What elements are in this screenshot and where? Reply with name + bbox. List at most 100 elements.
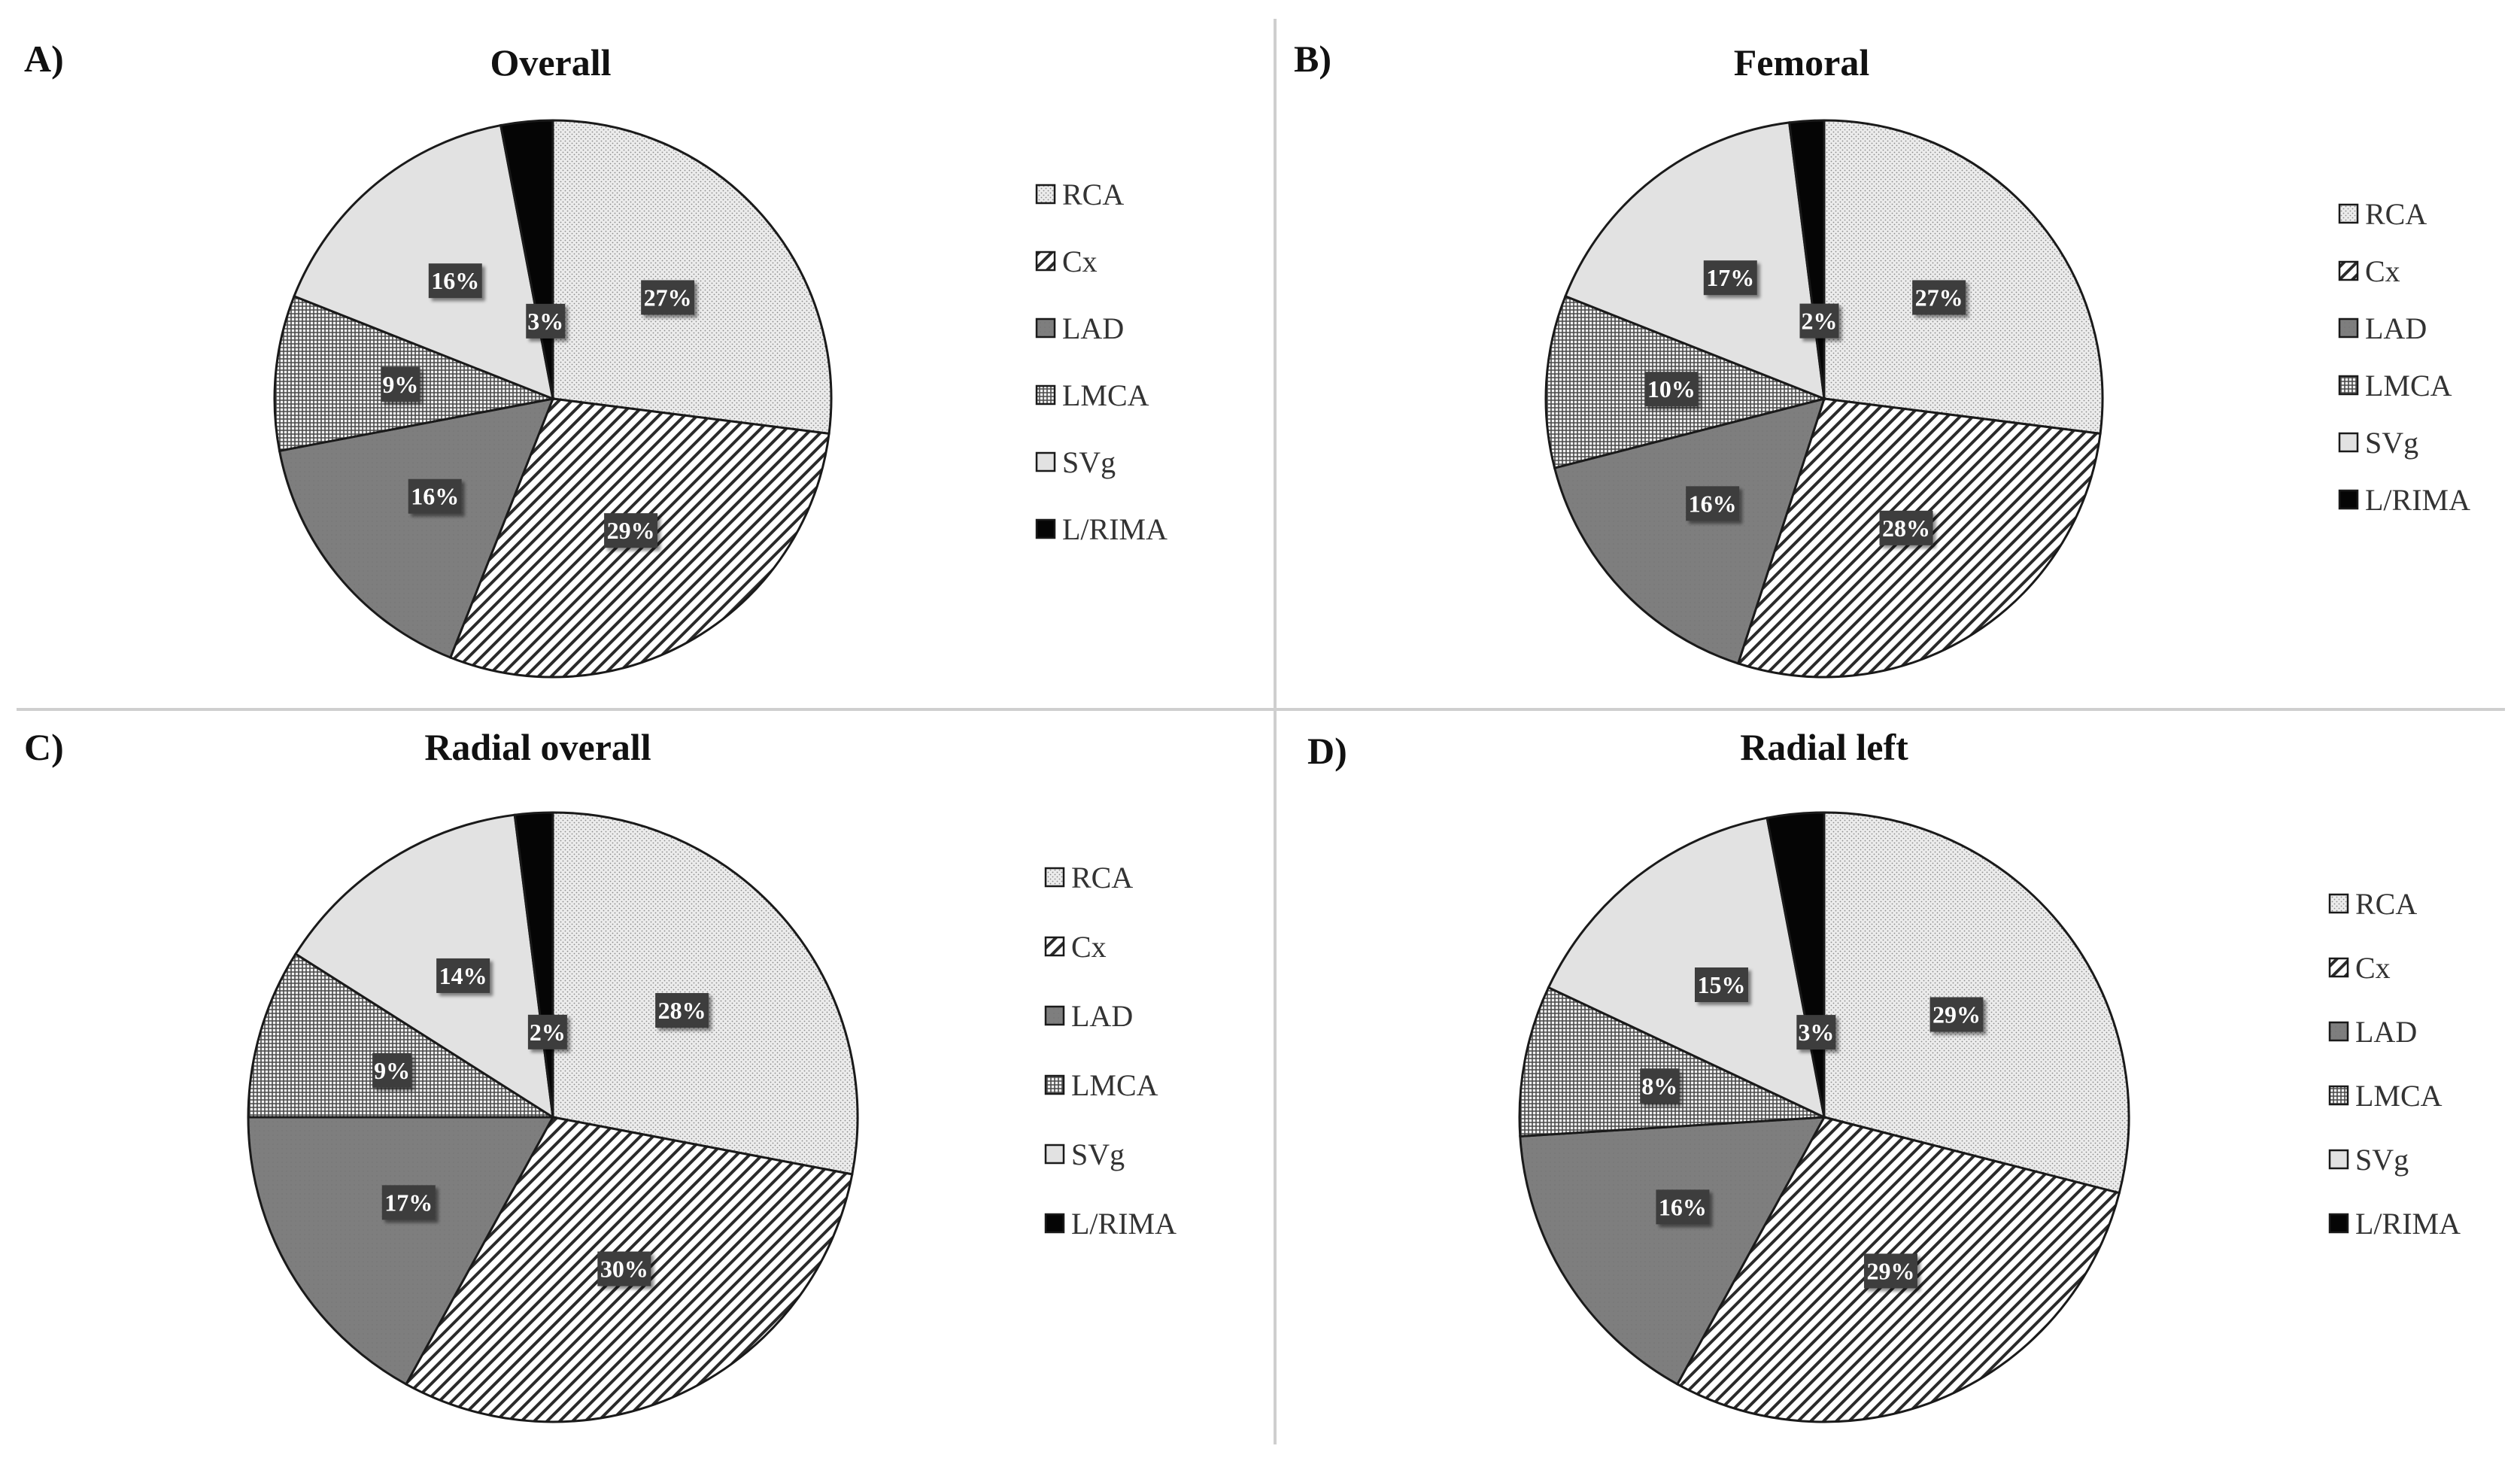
- data-label: 15%: [1697, 971, 1745, 998]
- chart-title: Radial overall: [424, 726, 651, 768]
- data-label-box: [436, 958, 490, 993]
- legend-label: LAD: [2365, 311, 2427, 345]
- legend-label: LAD: [2355, 1015, 2417, 1049]
- data-label: 29%: [1933, 1001, 1981, 1028]
- data-label: 16%: [431, 267, 479, 294]
- legend-swatch: [1044, 1144, 1065, 1165]
- legend-label: RCA: [1071, 861, 1133, 895]
- data-label: 28%: [1882, 515, 1930, 542]
- legend-label: L/RIMA: [1062, 512, 1167, 546]
- data-label-box: [597, 1251, 651, 1286]
- pie-slice: [1553, 396, 1826, 665]
- legend-swatch: [2328, 1149, 2349, 1170]
- data-label-box: [1879, 510, 1933, 545]
- chart-title: Femoral: [1734, 41, 1870, 84]
- pie-slice: [1547, 816, 1826, 1119]
- legend-swatch: [1035, 518, 1056, 539]
- legend-label: LMCA: [2365, 369, 2452, 402]
- data-label-box: [428, 263, 482, 299]
- panel-letter: A): [24, 38, 64, 80]
- data-label: 9%: [374, 1057, 410, 1084]
- legend-label: RCA: [2355, 887, 2417, 921]
- pie-slice: [293, 813, 554, 1119]
- data-label: 3%: [1798, 1019, 1834, 1046]
- legend-swatch: [2328, 957, 2349, 978]
- panel-letter: C): [24, 726, 64, 768]
- chart-title: Overall: [490, 41, 611, 84]
- data-label-box: [1912, 280, 1966, 315]
- data-label: 16%: [411, 483, 459, 510]
- data-label-box: [408, 478, 462, 514]
- data-label-box: [1799, 303, 1839, 339]
- panel-letter: B): [1294, 38, 1331, 80]
- data-label-box: [1686, 486, 1740, 521]
- legend-label: Cx: [2355, 951, 2391, 985]
- legend-swatch: [2328, 893, 2349, 914]
- legend-label: L/RIMA: [2365, 483, 2470, 517]
- data-label: 8%: [1641, 1072, 1677, 1099]
- pie-slice: [293, 123, 554, 401]
- data-label-box: [1796, 1015, 1836, 1050]
- data-label-box: [604, 513, 658, 548]
- data-label-box: [372, 1052, 412, 1088]
- data-label-box: [1863, 1253, 1917, 1289]
- data-label: 17%: [1706, 264, 1754, 291]
- pie-slice: [1564, 121, 1826, 401]
- pie-slice: [1519, 1116, 1826, 1386]
- data-label: 3%: [527, 308, 563, 335]
- data-label-box: [527, 1014, 567, 1049]
- legend-swatch: [1044, 1005, 1065, 1026]
- pie-slice: [247, 1116, 555, 1386]
- data-label-box: [1694, 967, 1748, 1002]
- data-label: 16%: [1659, 1193, 1707, 1220]
- legend-label: SVg: [2355, 1143, 2409, 1177]
- pie-panel: D) Radial left 29% 29% 16% 8% 15% 3% RCA Cx LAD LMC…: [1307, 726, 2461, 1423]
- data-label: 16%: [1689, 490, 1737, 517]
- data-label-box: [381, 1185, 436, 1220]
- pie-slice: [1823, 119, 2104, 436]
- data-label-box: [381, 366, 421, 402]
- chart-panels: A) Overall 27% 29% 16% 9% 16% 3% RCA Cx LAD LMCA SVg…: [24, 38, 2470, 1423]
- legend-swatch: [2338, 203, 2359, 224]
- legend-swatch: [1035, 384, 1056, 405]
- legend-label: Cx: [1062, 245, 1098, 278]
- data-label: 2%: [530, 1019, 566, 1046]
- pie-panel: B) Femoral 27% 28% 16% 10% 17% 2% RCA Cx LAD LMCA SV…: [1294, 38, 2470, 679]
- pie-panel: C) Radial overall 28% 30% 17% 9% 14% 2% RCA Cx LAD…: [24, 726, 1177, 1423]
- legend-label: SVg: [2365, 426, 2418, 460]
- data-label: 27%: [644, 284, 692, 311]
- pie-panel: A) Overall 27% 29% 16% 9% 16% 3% RCA Cx LAD LMCA SVg…: [24, 38, 1167, 679]
- legend-label: LMCA: [1071, 1068, 1158, 1102]
- legend-swatch: [2328, 1021, 2349, 1042]
- legend-label: LAD: [1062, 311, 1124, 345]
- data-label-box: [1656, 1189, 1710, 1225]
- data-label: 30%: [600, 1256, 648, 1283]
- data-label-box: [526, 303, 566, 339]
- legend-swatch: [1044, 867, 1065, 888]
- data-label-box: [1929, 997, 1984, 1032]
- legend-swatch: [1035, 251, 1056, 272]
- data-label: 14%: [439, 962, 487, 989]
- legend-swatch: [2338, 260, 2359, 281]
- data-label-box: [1640, 1068, 1680, 1104]
- legend-swatch: [1044, 1074, 1065, 1095]
- legend-label: LMCA: [2355, 1079, 2443, 1113]
- legend-label: L/RIMA: [2355, 1207, 2461, 1241]
- data-label-box: [641, 280, 695, 315]
- data-label-box: [1703, 260, 1757, 296]
- data-label: 10%: [1647, 375, 1696, 402]
- data-label: 27%: [1915, 284, 1963, 311]
- pie-slice: [278, 397, 555, 659]
- data-label-box: [1644, 372, 1699, 407]
- legend-swatch: [2328, 1213, 2349, 1234]
- legend-label: Cx: [1071, 930, 1107, 964]
- data-label: 17%: [384, 1189, 433, 1216]
- legend-label: Cx: [2365, 254, 2400, 288]
- panel-letter: D): [1307, 730, 1347, 772]
- legend-swatch: [2328, 1085, 2349, 1106]
- legend-label: SVg: [1062, 445, 1116, 479]
- data-label-box: [655, 993, 709, 1028]
- legend-label: RCA: [1062, 178, 1124, 211]
- pie-slice: [1518, 986, 1825, 1138]
